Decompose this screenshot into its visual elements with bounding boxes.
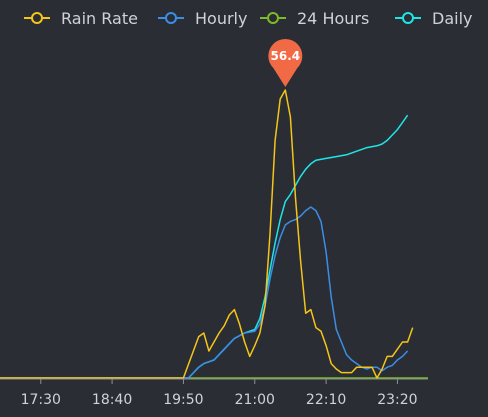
legend-item-daily[interactable]: Daily bbox=[395, 9, 472, 28]
legend-marker-daily bbox=[402, 12, 414, 24]
x-tick-label: 22:10 bbox=[306, 392, 346, 408]
series-lines bbox=[0, 89, 428, 379]
legend-label-daily: Daily bbox=[432, 9, 472, 28]
x-tick-label: 17:30 bbox=[21, 392, 61, 408]
legend-marker-rain-rate bbox=[31, 12, 43, 24]
legend-label-rain-rate: Rain Rate bbox=[61, 9, 138, 28]
legend-marker-24-hours bbox=[267, 12, 279, 24]
max-pin-shape bbox=[268, 38, 303, 87]
series-line-daily bbox=[0, 114, 409, 379]
legend[interactable]: Rain Rate Hourly 24 Hours Daily bbox=[24, 9, 472, 28]
x-tick-label: 21:00 bbox=[235, 392, 275, 408]
legend-item-24-hours[interactable]: 24 Hours bbox=[260, 9, 369, 28]
x-tick-label: 23:20 bbox=[377, 392, 417, 408]
legend-item-rain-rate[interactable]: Rain Rate bbox=[24, 9, 138, 28]
x-tick-label: 18:40 bbox=[92, 392, 132, 408]
series-line-hourly bbox=[0, 206, 409, 379]
x-axis-ticks: 17:30 18:40 19:50 21:00 22:10 23:20 bbox=[21, 379, 418, 408]
legend-marker-hourly bbox=[165, 12, 177, 24]
legend-label-24-hours: 24 Hours bbox=[297, 9, 369, 28]
x-tick-label: 19:50 bbox=[163, 392, 203, 408]
legend-item-hourly[interactable]: Hourly bbox=[158, 9, 247, 28]
legend-label-hourly: Hourly bbox=[195, 9, 247, 28]
max-marker: 56.4 bbox=[268, 38, 303, 87]
max-pin-label: 56.4 bbox=[271, 49, 301, 63]
series-line-rain-rate bbox=[0, 89, 414, 379]
